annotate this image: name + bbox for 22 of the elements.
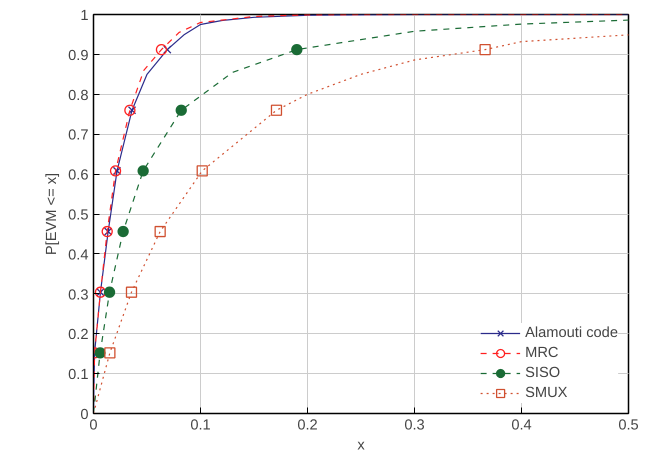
y-tick-label: 0.2: [68, 327, 88, 344]
y-axis-title: P[EVM <= x]: [44, 172, 60, 256]
y-tick-label: 0.5: [68, 208, 88, 224]
y-tick-label: 0.6: [68, 168, 88, 184]
legend-label: MRC: [525, 345, 558, 361]
legend-label: SMUX: [525, 385, 568, 401]
y-tick-label: 0.8: [68, 88, 88, 104]
legend-label: Alamouti code: [525, 325, 618, 341]
y-tick-label: 0: [80, 407, 89, 423]
y-tick-label: 1: [80, 8, 89, 24]
y-tick-label: 0.9: [68, 48, 88, 64]
legend-label: SISO: [525, 365, 560, 381]
y-tick-label: 0.4: [68, 247, 88, 264]
x-tick-label: 0.4: [511, 418, 532, 434]
y-tick-label: 0.1: [68, 367, 88, 384]
x-axis-title: x: [357, 438, 366, 454]
x-tick-label: 0.1: [190, 418, 211, 434]
x-tick-label: 0.3: [404, 418, 425, 434]
y-tick-label: 0.7: [68, 128, 88, 144]
x-tick-label: 0.5: [618, 418, 639, 434]
x-tick-label: 0.2: [297, 418, 318, 434]
y-tick-label: 0.3: [68, 287, 88, 304]
